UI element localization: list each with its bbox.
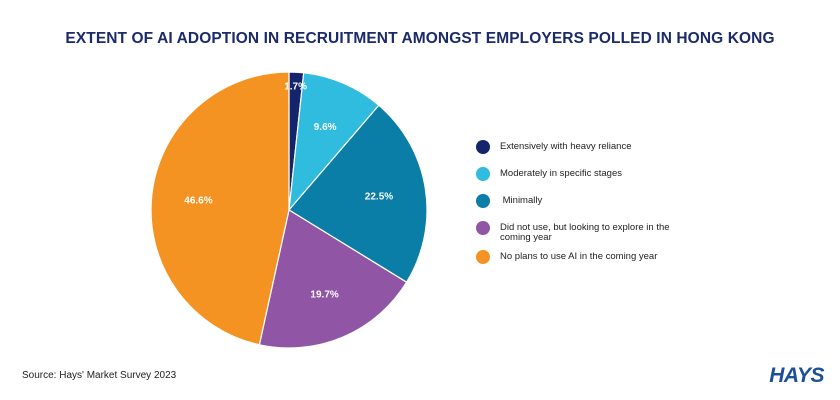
legend-swatch <box>476 250 490 264</box>
pie-slice-minimally <box>288 104 428 284</box>
chart-title: EXTENT OF AI ADOPTION IN RECRUITMENT AMO… <box>65 30 775 47</box>
legend-label: Minimally <box>500 195 543 206</box>
source-note: Source: Hays' Market Survey 2023 <box>22 370 177 381</box>
legend-swatch <box>476 140 490 154</box>
legend-item: Minimally <box>476 194 706 208</box>
legend-item: Extensively with heavy reliance <box>476 140 706 154</box>
legend-item: Moderately in specific stages <box>476 167 706 181</box>
pie-slice-moderately-in-specific-stages <box>288 72 380 212</box>
legend-label: No plans to use AI in the coming year <box>500 251 658 262</box>
legend-swatch <box>476 221 490 235</box>
legend-label: Did not use, but looking to explore in t… <box>500 222 670 243</box>
chart-legend: Extensively with heavy reliance Moderate… <box>476 140 706 264</box>
legend-item: Did not use, but looking to explore in t… <box>476 221 706 243</box>
slice-value-label: 19.7% <box>310 289 338 300</box>
slice-value-label: 1.7% <box>284 81 307 92</box>
pie-slice-no-plans-to-use-ai-in-the-coming-year <box>150 71 290 346</box>
legend-label: Extensively with heavy reliance <box>500 141 632 152</box>
slice-value-label: 9.6% <box>314 122 337 133</box>
legend-label: Moderately in specific stages <box>500 168 622 179</box>
pie-slices <box>150 71 428 349</box>
legend-item: No plans to use AI in the coming year <box>476 250 706 264</box>
pie-slice-did-not-use-but-looking-to-explore-in-the-coming-year <box>258 209 408 349</box>
pie-slice-labels: 1.7% 9.6% 22.5% 19.7% 46.6% <box>184 81 393 300</box>
slice-value-label: 22.5% <box>365 191 393 202</box>
legend-swatch <box>476 194 490 208</box>
slice-value-label: 46.6% <box>184 196 212 207</box>
hays-logo: HAYS <box>769 364 824 387</box>
legend-swatch <box>476 167 490 181</box>
